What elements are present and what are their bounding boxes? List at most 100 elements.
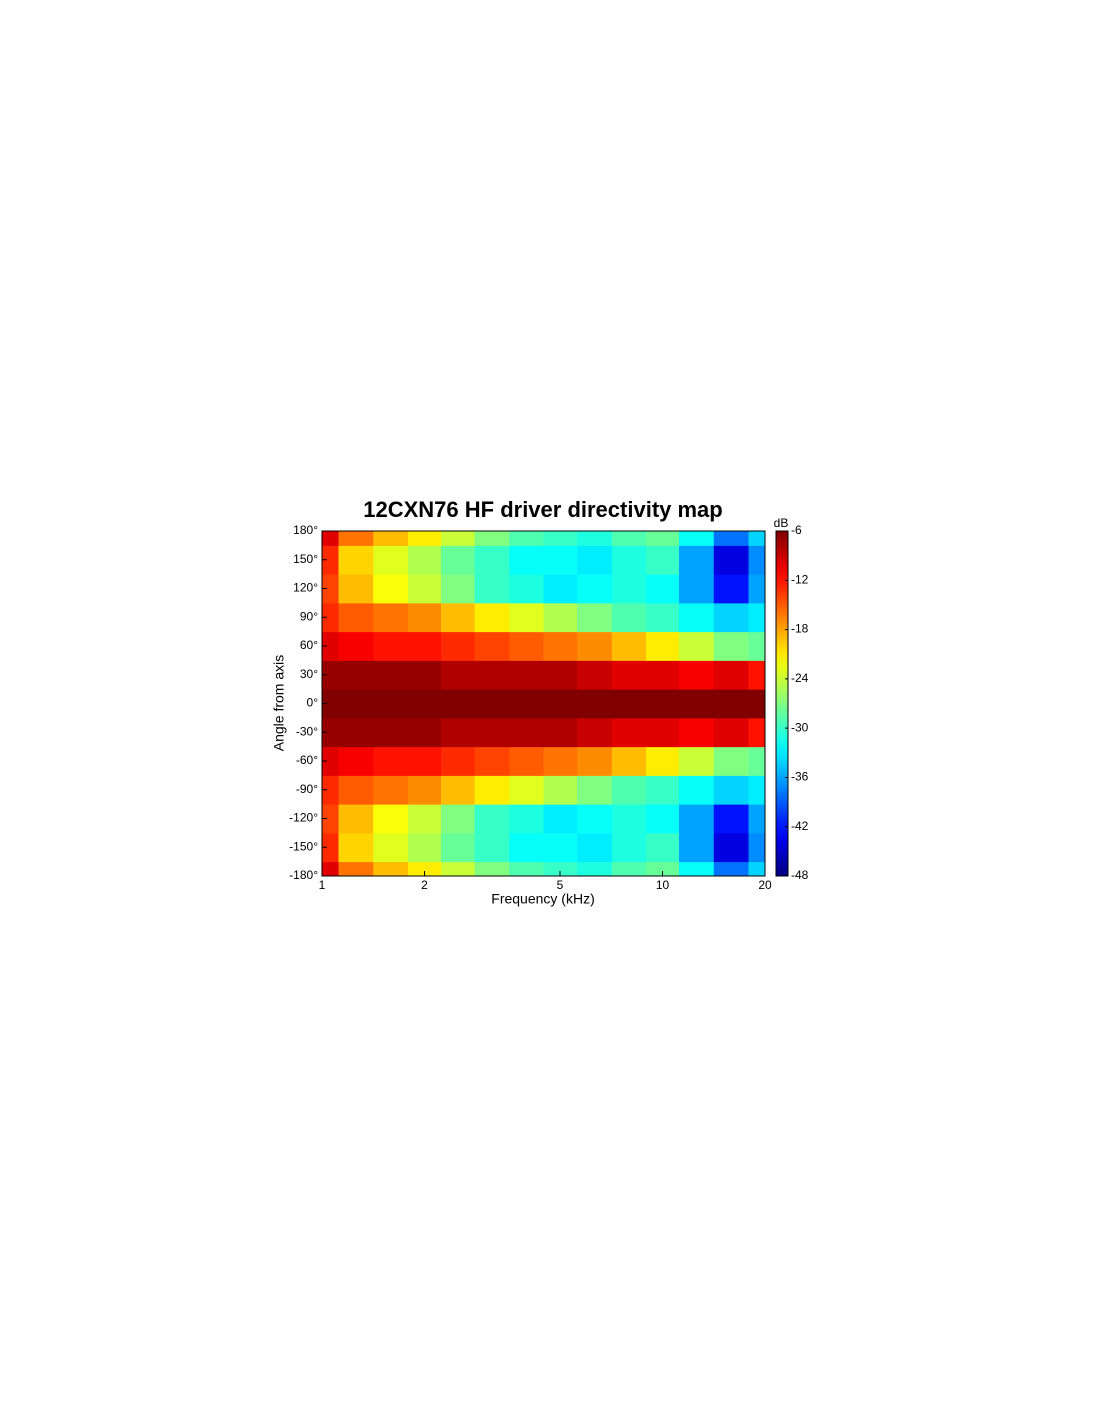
heatmap-cell [678,631,715,661]
y-tick-label: 180° [293,523,318,537]
colorbar-tick-label: -12 [791,572,809,586]
heatmap-cell [408,574,442,604]
heatmap-cell [543,689,578,719]
heatmap-cell [713,746,750,776]
heatmap-cell [678,717,715,748]
heatmap-cell [474,861,510,876]
heatmap-cell [543,602,578,633]
y-tick-label: -90° [296,782,318,796]
y-tick-label: -30° [296,724,318,738]
heatmap-cell [713,574,750,604]
heatmap-cell [322,689,339,719]
heatmap-cell [373,832,409,863]
heatmap-cell [440,545,476,575]
heatmap [322,531,765,876]
y-tick-label: 120° [293,581,318,595]
heatmap-cell [577,746,613,776]
heatmap-cell [577,631,613,661]
chart-title: 12CXN76 HF driver directivity map [363,497,722,522]
heatmap-cell [509,717,544,748]
heatmap-cell [678,689,715,719]
heatmap-cell [748,660,765,690]
heatmap-cell [646,861,680,876]
heatmap-cell [646,631,680,661]
heatmap-cell [678,746,715,776]
heatmap-cell [577,602,613,633]
heatmap-cell [373,602,409,633]
x-axis-label: Frequency (kHz) [491,891,594,907]
colorbar-tick-label: -18 [791,622,809,636]
heatmap-cell [440,746,476,776]
heatmap-cell [338,689,374,719]
heatmap-cell [678,660,715,690]
heatmap-cell [322,545,339,575]
heatmap-cell [577,545,613,575]
heatmap-cell [748,574,765,604]
heatmap-cell [408,689,442,719]
heatmap-cell [543,574,578,604]
heatmap-cell [611,574,647,604]
heatmap-cell [440,574,476,604]
heatmap-cell [509,775,544,805]
heatmap-cell [577,832,613,863]
heatmap-cell [748,531,765,546]
heatmap-cell [611,660,647,690]
colorbar-tick-label: -24 [791,671,809,685]
heatmap-cell [474,602,510,633]
heatmap-cell [408,861,442,876]
heatmap-cell [509,631,544,661]
heatmap-cell [408,531,442,546]
heatmap-cell [440,689,476,719]
heatmap-cell [748,775,765,805]
heatmap-cell [322,775,339,805]
heatmap-cell [408,631,442,661]
heatmap-cell [509,804,544,834]
heatmap-cell [748,804,765,834]
heatmap-cell [577,804,613,834]
heatmap-cell [646,689,680,719]
heatmap-cell [646,775,680,805]
heatmap-cell [322,660,339,690]
heatmap-cell [713,717,750,748]
colorbar-tick-label: -36 [791,770,809,784]
heatmap-cell [322,602,339,633]
heatmap-cell [373,660,409,690]
heatmap-cell [646,574,680,604]
heatmap-cell [678,775,715,805]
heatmap-cell [646,804,680,834]
heatmap-cell [713,545,750,575]
heatmap-cell [646,717,680,748]
heatmap-cell [322,574,339,604]
heatmap-cell [338,775,374,805]
heatmap-cell [440,832,476,863]
heatmap-cell [509,602,544,633]
heatmap-cell [678,574,715,604]
heatmap-cell [338,602,374,633]
x-tick-label: 20 [758,878,772,892]
heatmap-cell [509,574,544,604]
heatmap-cell [611,531,647,546]
heatmap-cell [577,660,613,690]
colorbar-tick-label: -6 [791,523,802,537]
heatmap-cell [577,531,613,546]
heatmap-cell [611,545,647,575]
heatmap-cell [646,660,680,690]
heatmap-cell [678,861,715,876]
heatmap-cell [474,832,510,863]
heatmap-cell [713,832,750,863]
heatmap-cell [748,689,765,719]
heatmap-cell [338,660,374,690]
y-tick-label: 150° [293,552,318,566]
heatmap-cell [678,832,715,863]
heatmap-cell [646,832,680,863]
heatmap-cell [408,775,442,805]
heatmap-cell [611,689,647,719]
heatmap-cell [713,861,750,876]
heatmap-cell [440,602,476,633]
heatmap-cell [646,746,680,776]
heatmap-cell [338,717,374,748]
heatmap-cell [338,804,374,834]
heatmap-cell [474,689,510,719]
heatmap-cell [543,746,578,776]
